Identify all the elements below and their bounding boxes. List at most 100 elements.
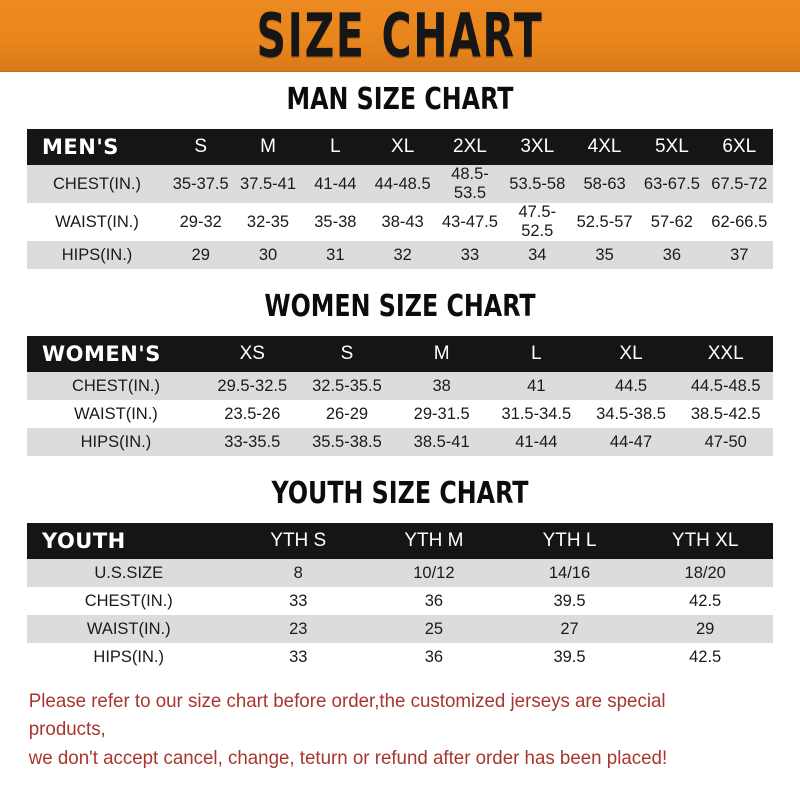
cell-value: 23 bbox=[289, 619, 308, 638]
cell-value: 27 bbox=[560, 619, 579, 638]
men-col-header: S bbox=[194, 136, 208, 157]
table-row: CHEST(IN.) 35-37.5 37.5-41 41-44 44-48.5… bbox=[27, 165, 773, 203]
men-col-header: M bbox=[260, 136, 276, 157]
cell-value: 67.5-72 bbox=[711, 174, 768, 193]
spacer-before-footer bbox=[0, 671, 800, 687]
table-row: CHEST(IN.) 33 36 39.5 42.5 bbox=[27, 587, 773, 615]
cell-value: 42.5 bbox=[689, 591, 722, 610]
cell-value: 39.5 bbox=[553, 647, 586, 666]
cell-value: 32 bbox=[393, 245, 412, 264]
youth-section-title: YOUTH SIZE CHART bbox=[271, 476, 529, 511]
row-label: CHEST(IN.) bbox=[53, 174, 142, 193]
cell-value: 34 bbox=[528, 245, 547, 264]
row-label: HIPS(IN.) bbox=[93, 647, 165, 666]
cell-value: 53.5-58 bbox=[509, 174, 566, 193]
cell-value: 43-47.5 bbox=[441, 212, 498, 231]
cell-value: 29 bbox=[695, 619, 715, 638]
cell-value: 25 bbox=[424, 619, 444, 638]
cell-value: 39.5 bbox=[553, 591, 586, 610]
youth-table-header-row: YOUTH YTH S YTH M YTH L YTH XL bbox=[27, 523, 773, 559]
cell-value: 42.5 bbox=[689, 647, 722, 666]
cell-value: 41 bbox=[527, 376, 546, 395]
row-label: WAIST(IN.) bbox=[55, 212, 139, 231]
cell-value: 29 bbox=[191, 245, 210, 264]
table-row: CHEST(IN.) 29.5-32.5 32.5-35.5 38 41 44.… bbox=[26, 372, 774, 400]
cell-value: 47-50 bbox=[704, 432, 747, 451]
men-col-header: L bbox=[330, 136, 341, 157]
table-row: WAIST(IN.) 29-32 32-35 35-38 38-43 43-47… bbox=[27, 203, 773, 241]
cell-value: 32-35 bbox=[246, 212, 290, 231]
cell-value: 34.5-38.5 bbox=[596, 404, 666, 423]
cell-value: 36 bbox=[424, 591, 444, 610]
cell-value: 38 bbox=[432, 376, 451, 395]
cell-value: 35-38 bbox=[314, 212, 357, 231]
order-disclaimer: Please refer to our size chart before or… bbox=[23, 687, 747, 772]
cell-value: 26-29 bbox=[325, 404, 369, 423]
row-label: WAIST(IN.) bbox=[74, 404, 158, 423]
cell-value: 62-66.5 bbox=[711, 212, 768, 231]
cell-value: 41-44 bbox=[515, 432, 558, 451]
cell-value: 44-47 bbox=[609, 432, 653, 451]
cell-value: 18/20 bbox=[684, 563, 726, 582]
cell-value: 44.5-48.5 bbox=[690, 376, 761, 395]
youth-header-label: YOUTH bbox=[42, 529, 126, 553]
cell-value: 31 bbox=[326, 245, 345, 264]
men-table-header-row: MEN'S S M L XL 2XL 3XL 4XL 5XL 6XL bbox=[27, 129, 773, 165]
cell-value: 41-44 bbox=[314, 174, 357, 193]
row-label: CHEST(IN.) bbox=[84, 591, 173, 610]
cell-value: 37 bbox=[730, 245, 749, 264]
cell-value: 35.5-38.5 bbox=[312, 432, 382, 451]
youth-size-table: YOUTH YTH S YTH M YTH L YTH XL U.S.SIZE … bbox=[27, 523, 773, 671]
women-size-table: WOMEN'S XS S M L XL XXL CHEST(IN.) 29.5-… bbox=[26, 336, 774, 456]
disclaimer-line-1: Please refer to our size chart before or… bbox=[28, 690, 666, 741]
cell-value: 35 bbox=[595, 245, 614, 264]
row-label: HIPS(IN.) bbox=[80, 432, 152, 451]
men-section-title: MAN SIZE CHART bbox=[286, 82, 514, 117]
men-col-header: 5XL bbox=[654, 136, 689, 157]
women-header-label: WOMEN'S bbox=[41, 342, 161, 366]
table-row: WAIST(IN.) 23 25 27 29 bbox=[27, 615, 773, 643]
cell-value: 14/16 bbox=[548, 563, 591, 582]
men-col-header: 4XL bbox=[587, 136, 622, 157]
cell-value: 36 bbox=[662, 245, 682, 264]
page-banner: SIZE CHART bbox=[0, 0, 800, 72]
row-label: CHEST(IN.) bbox=[71, 376, 160, 395]
cell-value: 38-43 bbox=[381, 212, 424, 231]
cell-value: 44-48.5 bbox=[374, 174, 431, 193]
men-col-header: 2XL bbox=[453, 136, 487, 157]
table-row: HIPS(IN.) 33-35.5 35.5-38.5 38.5-41 41-4… bbox=[26, 428, 774, 456]
men-col-header: 3XL bbox=[520, 136, 555, 157]
cell-value: 44.5 bbox=[614, 376, 648, 395]
women-col-header: M bbox=[433, 343, 450, 364]
cell-value: 52.5-57 bbox=[576, 212, 633, 231]
table-row: HIPS(IN.) 29 30 31 32 33 34 35 36 37 bbox=[27, 241, 773, 269]
cell-value: 30 bbox=[258, 245, 278, 264]
women-section-title: WOMEN SIZE CHART bbox=[264, 289, 536, 324]
men-col-header: XL bbox=[391, 136, 415, 157]
cell-value: 35-37.5 bbox=[172, 174, 229, 193]
cell-value: 36 bbox=[424, 647, 444, 666]
cell-value: 47.5-52.5 bbox=[518, 203, 557, 240]
page-title: SIZE CHART bbox=[256, 0, 544, 71]
cell-value: 33-35.5 bbox=[224, 432, 281, 451]
cell-value: 29-31.5 bbox=[413, 404, 470, 423]
row-label: U.S.SIZE bbox=[94, 563, 164, 582]
row-label: HIPS(IN.) bbox=[61, 245, 133, 264]
row-label: WAIST(IN.) bbox=[86, 619, 171, 638]
youth-col-header: YTH M bbox=[404, 530, 464, 551]
men-col-header: 6XL bbox=[722, 136, 757, 157]
table-row: HIPS(IN.) 33 36 39.5 42.5 bbox=[27, 643, 773, 671]
cell-value: 23.5-26 bbox=[224, 404, 281, 423]
women-col-header: XS bbox=[239, 343, 265, 364]
cell-value: 33 bbox=[460, 245, 480, 264]
disclaimer-line-2: we don't accept cancel, change, teturn o… bbox=[28, 746, 668, 769]
cell-value: 29.5-32.5 bbox=[217, 376, 288, 395]
table-row: U.S.SIZE 8 10/12 14/16 18/20 bbox=[27, 559, 773, 587]
cell-value: 58-63 bbox=[583, 174, 626, 193]
women-col-header: XL bbox=[619, 343, 643, 364]
men-size-table: MEN'S S M L XL 2XL 3XL 4XL 5XL 6XL CHEST… bbox=[27, 129, 773, 269]
cell-value: 31.5-34.5 bbox=[501, 404, 572, 423]
cell-value: 37.5-41 bbox=[240, 174, 296, 193]
women-table-header-row: WOMEN'S XS S M L XL XXL bbox=[26, 336, 774, 372]
cell-value: 32.5-35.5 bbox=[312, 376, 382, 395]
